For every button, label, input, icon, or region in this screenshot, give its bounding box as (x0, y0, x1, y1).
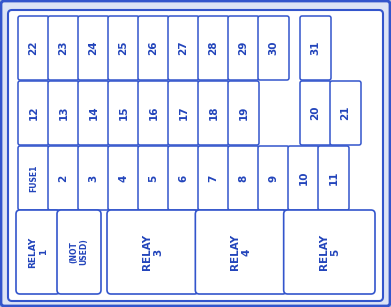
Text: 18: 18 (208, 106, 219, 120)
Text: 3: 3 (88, 174, 99, 182)
FancyBboxPatch shape (138, 16, 169, 80)
FancyBboxPatch shape (78, 81, 109, 145)
FancyBboxPatch shape (18, 81, 49, 145)
Text: 22: 22 (29, 41, 38, 55)
Text: RELAY
3: RELAY 3 (142, 234, 163, 270)
FancyBboxPatch shape (196, 210, 287, 294)
Text: 12: 12 (29, 106, 38, 120)
FancyBboxPatch shape (198, 81, 229, 145)
Text: 13: 13 (59, 106, 68, 120)
Text: RELAY
4: RELAY 4 (230, 234, 252, 270)
Text: (NOT
USED): (NOT USED) (69, 239, 89, 265)
FancyBboxPatch shape (168, 146, 199, 210)
Text: RELAY
5: RELAY 5 (319, 234, 340, 270)
FancyBboxPatch shape (108, 16, 139, 80)
FancyBboxPatch shape (57, 210, 101, 294)
Text: 28: 28 (208, 41, 219, 55)
Text: 10: 10 (298, 171, 308, 185)
Text: 24: 24 (88, 41, 99, 55)
FancyBboxPatch shape (78, 16, 109, 80)
Text: FUSE1: FUSE1 (29, 164, 38, 192)
Text: 14: 14 (88, 106, 99, 120)
FancyBboxPatch shape (48, 81, 79, 145)
FancyBboxPatch shape (108, 146, 139, 210)
FancyBboxPatch shape (300, 81, 331, 145)
FancyBboxPatch shape (138, 81, 169, 145)
FancyBboxPatch shape (16, 210, 60, 294)
FancyBboxPatch shape (288, 146, 319, 210)
FancyBboxPatch shape (18, 146, 49, 210)
Text: 27: 27 (179, 41, 188, 55)
Text: 21: 21 (341, 106, 350, 120)
Text: 31: 31 (310, 41, 321, 55)
Text: 9: 9 (269, 174, 278, 181)
FancyBboxPatch shape (330, 81, 361, 145)
Text: 25: 25 (118, 41, 129, 55)
Text: 23: 23 (59, 41, 68, 55)
Text: 20: 20 (310, 106, 321, 120)
FancyBboxPatch shape (283, 210, 375, 294)
FancyBboxPatch shape (107, 210, 198, 294)
FancyBboxPatch shape (228, 81, 259, 145)
Text: 29: 29 (239, 41, 249, 55)
FancyBboxPatch shape (168, 81, 199, 145)
FancyBboxPatch shape (8, 10, 383, 301)
FancyBboxPatch shape (228, 16, 259, 80)
FancyBboxPatch shape (78, 146, 109, 210)
Text: 15: 15 (118, 106, 129, 120)
FancyBboxPatch shape (300, 16, 331, 80)
FancyBboxPatch shape (138, 146, 169, 210)
FancyBboxPatch shape (168, 16, 199, 80)
FancyBboxPatch shape (228, 146, 259, 210)
FancyBboxPatch shape (48, 146, 79, 210)
FancyBboxPatch shape (18, 16, 49, 80)
FancyBboxPatch shape (318, 146, 349, 210)
Text: 4: 4 (118, 174, 129, 182)
FancyBboxPatch shape (48, 16, 79, 80)
Text: 6: 6 (179, 174, 188, 182)
Text: 8: 8 (239, 174, 249, 182)
FancyBboxPatch shape (198, 16, 229, 80)
FancyBboxPatch shape (258, 146, 289, 210)
Text: 5: 5 (149, 174, 158, 182)
FancyBboxPatch shape (108, 81, 139, 145)
Text: 30: 30 (269, 41, 278, 55)
Text: 11: 11 (328, 171, 339, 185)
Text: 16: 16 (149, 106, 158, 120)
Text: 17: 17 (179, 106, 188, 120)
Text: RELAY
1: RELAY 1 (28, 236, 48, 268)
Text: 19: 19 (239, 106, 249, 120)
Text: 7: 7 (208, 174, 219, 182)
FancyBboxPatch shape (258, 16, 289, 80)
Text: 26: 26 (149, 41, 158, 55)
FancyBboxPatch shape (198, 146, 229, 210)
Text: 2: 2 (59, 174, 68, 182)
